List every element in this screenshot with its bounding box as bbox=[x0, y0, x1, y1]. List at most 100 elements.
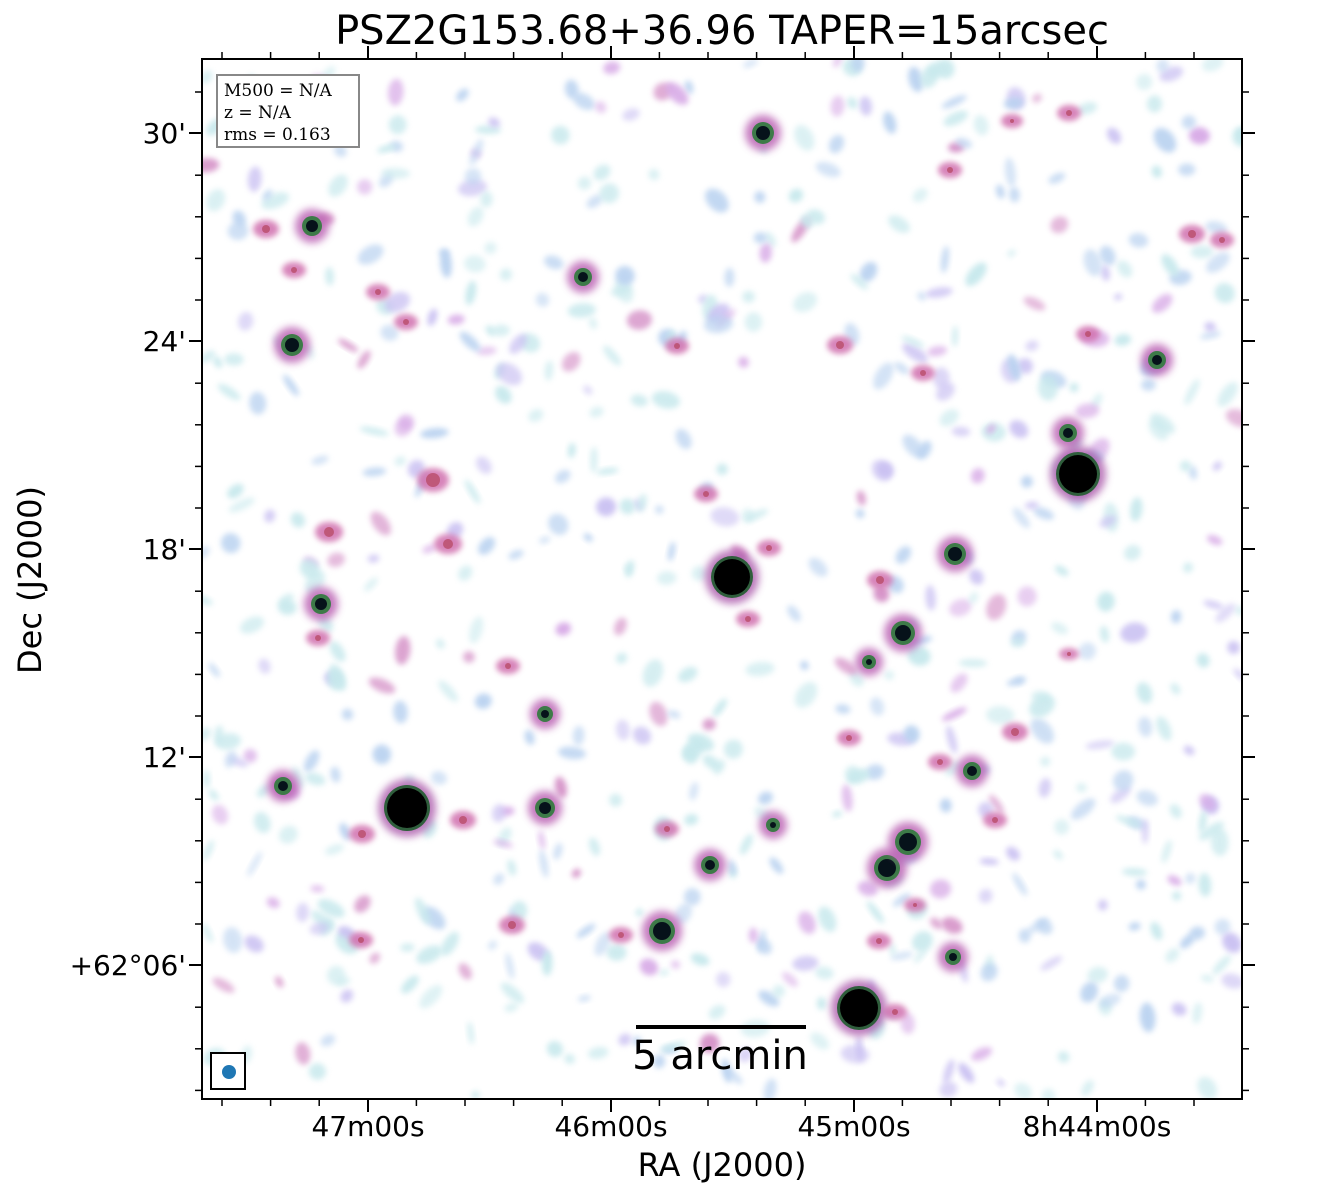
noise-blob bbox=[459, 331, 481, 352]
faint-source-core bbox=[766, 545, 772, 551]
noise-blob bbox=[1070, 798, 1096, 820]
noise-blob bbox=[996, 1078, 1005, 1087]
noise-blob bbox=[1170, 683, 1181, 695]
noise-blob bbox=[308, 1063, 326, 1080]
noise-blob bbox=[907, 645, 931, 666]
noise-blob bbox=[764, 232, 777, 247]
noise-blob bbox=[224, 353, 244, 366]
noise-blob bbox=[1053, 849, 1063, 860]
noise-blob bbox=[1040, 955, 1063, 971]
noise-blob bbox=[1128, 922, 1141, 931]
noise-blob bbox=[1003, 97, 1024, 110]
noise-blob bbox=[337, 926, 355, 939]
noise-blob bbox=[951, 426, 971, 437]
noise-blob bbox=[901, 335, 925, 348]
compact-source bbox=[539, 802, 551, 814]
noise-blob bbox=[380, 324, 399, 341]
faint-source-core bbox=[876, 938, 882, 944]
noise-blob bbox=[873, 585, 890, 603]
noise-blob bbox=[253, 811, 271, 834]
noise-blob bbox=[1023, 296, 1046, 311]
compact-source bbox=[705, 860, 715, 870]
noise-blob bbox=[973, 114, 989, 136]
noise-blob bbox=[1081, 1079, 1094, 1097]
x-tick-label: 46m00s bbox=[554, 1110, 667, 1143]
noise-blob bbox=[902, 434, 924, 458]
noise-blob bbox=[1192, 1002, 1203, 1024]
noise-blob bbox=[202, 546, 210, 559]
redshift-label: z = N/A bbox=[224, 103, 291, 123]
noise-blob bbox=[971, 1047, 993, 1061]
noise-blob bbox=[1115, 815, 1141, 827]
noise-blob bbox=[456, 88, 469, 102]
faint-source-core bbox=[403, 319, 409, 325]
noise-blob bbox=[475, 125, 502, 135]
noise-blob bbox=[841, 784, 853, 812]
noise-blob bbox=[738, 356, 749, 368]
noise-blob bbox=[1018, 929, 1031, 943]
noise-blob bbox=[648, 168, 660, 181]
noise-blob bbox=[548, 513, 569, 536]
noise-blob bbox=[224, 750, 237, 768]
noise-blob bbox=[981, 422, 1006, 442]
noise-blob bbox=[571, 868, 581, 878]
noise-blob bbox=[808, 557, 828, 577]
noise-blob bbox=[1111, 742, 1136, 761]
x-tick-label: 47m00s bbox=[311, 1110, 424, 1143]
noise-blob bbox=[603, 61, 621, 75]
noise-blob bbox=[464, 479, 481, 504]
noise-blob bbox=[339, 822, 351, 841]
noise-blob bbox=[888, 215, 910, 233]
noise-blob bbox=[660, 1041, 686, 1052]
noise-blob bbox=[367, 554, 380, 563]
x-tick-label: 45m00s bbox=[797, 1110, 910, 1143]
noise-blob bbox=[986, 593, 1007, 621]
compact-source bbox=[866, 659, 872, 665]
noise-blob bbox=[595, 101, 607, 114]
faint-source-core bbox=[937, 759, 943, 765]
noise-blob bbox=[303, 750, 320, 772]
noise-blob bbox=[913, 948, 927, 964]
noise-blob bbox=[401, 975, 419, 994]
noise-blob bbox=[895, 546, 912, 564]
compact-source bbox=[878, 859, 896, 877]
faint-source-core bbox=[1010, 119, 1014, 123]
noise-blob bbox=[889, 943, 896, 956]
y-tick-labels: 30' 24' 18' 12' +62°06' bbox=[70, 117, 186, 982]
noise-blob bbox=[1075, 403, 1100, 419]
noise-blob bbox=[1077, 102, 1098, 115]
noise-blob bbox=[458, 565, 473, 581]
noise-blob bbox=[505, 952, 515, 980]
noise-blob bbox=[258, 658, 271, 674]
noise-blob bbox=[1217, 381, 1238, 407]
noise-blob bbox=[870, 697, 885, 716]
noise-blob bbox=[810, 1032, 830, 1050]
noise-blob bbox=[327, 552, 345, 568]
noise-blob bbox=[894, 362, 910, 375]
faint-source-core bbox=[459, 816, 467, 824]
noise-blob bbox=[577, 176, 592, 190]
noise-blob bbox=[324, 844, 344, 855]
noise-blob bbox=[884, 670, 895, 681]
compact-source bbox=[315, 598, 327, 610]
noise-blob bbox=[471, 1090, 480, 1099]
noise-blob bbox=[1206, 252, 1230, 273]
noise-blob bbox=[689, 782, 699, 801]
noise-blob bbox=[1007, 354, 1021, 381]
noise-blob bbox=[328, 174, 348, 197]
noise-blob bbox=[1184, 378, 1200, 406]
compact-source bbox=[306, 220, 318, 232]
noise-blob bbox=[691, 565, 707, 581]
noise-blob bbox=[917, 291, 927, 301]
noise-blob bbox=[1136, 73, 1153, 91]
noise-blob bbox=[484, 241, 497, 255]
noise-blob bbox=[1009, 186, 1020, 203]
noise-blob bbox=[384, 291, 411, 313]
noise-blob bbox=[1139, 1002, 1156, 1033]
noise-blob bbox=[678, 666, 698, 683]
noise-blob bbox=[567, 442, 576, 458]
noise-blob bbox=[567, 303, 596, 318]
faint-source-core bbox=[947, 167, 953, 173]
noise-blob bbox=[1110, 786, 1131, 804]
noise-blob bbox=[674, 903, 693, 925]
